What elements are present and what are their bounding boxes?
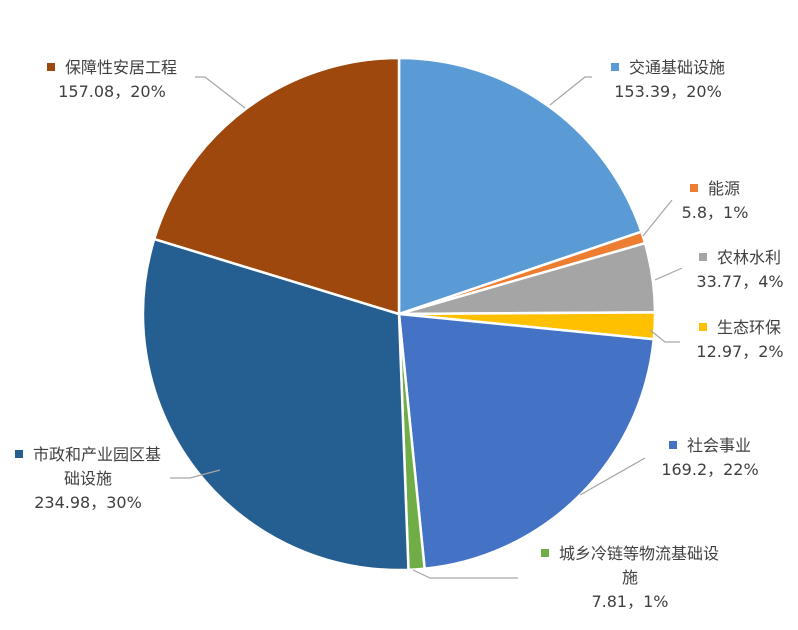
data-label: 交通基础设施 153.39，20% [578,56,758,104]
data-label: 市政和产业园区基础设施 234.98，30% [15,443,161,515]
pie-slice [141,237,410,572]
value-label: 5.8，1% [681,203,749,222]
legend-swatch [610,62,619,71]
pie-slice [152,56,401,316]
legend-swatch [698,252,707,261]
legend-swatch [689,183,698,192]
category-name: 市政和产业园区基础设施 [33,445,162,488]
leader-line [195,76,246,109]
leader-line [649,329,680,343]
value-label: 157.08，20% [58,82,166,101]
leader-line [170,469,221,479]
legend-swatch [698,322,707,331]
data-label: 能源 5.8，1% [665,177,765,225]
legend-swatch [668,440,677,449]
data-label: 农林水利 33.77，4% [685,246,795,294]
leader-line [412,569,518,579]
category-name: 城乡冷链等物流基础设施 [559,544,720,587]
data-label: 生态环保 12.97，2% [685,316,795,364]
category-name: 农林水利 [716,248,781,267]
category-name: 能源 [707,179,740,198]
legend-swatch [15,449,23,458]
category-name: 保障性安居工程 [64,58,177,77]
pie-slice [397,56,644,316]
category-name: 交通基础设施 [628,58,725,77]
value-label: 153.39，20% [614,82,722,101]
legend-swatch [541,548,549,557]
data-label: 保障性安居工程 157.08，20% [22,56,202,104]
leader-line [579,457,646,496]
category-name: 生态环保 [716,318,781,337]
category-name: 社会事业 [686,436,751,455]
leader-line [549,76,592,106]
value-label: 7.81，1% [591,592,669,611]
value-label: 234.98，30% [34,493,142,512]
value-label: 169.2，22% [661,460,759,479]
data-label: 社会事业 169.2，22% [650,434,770,482]
pie-slice [397,312,656,571]
legend-swatch [46,62,55,71]
value-label: 33.77，4% [696,272,784,291]
leader-line [642,199,673,237]
value-label: 12.97，2% [696,342,784,361]
leader-line [654,267,683,281]
data-label: 城乡冷链等物流基础设施 7.81，1% [541,542,719,614]
